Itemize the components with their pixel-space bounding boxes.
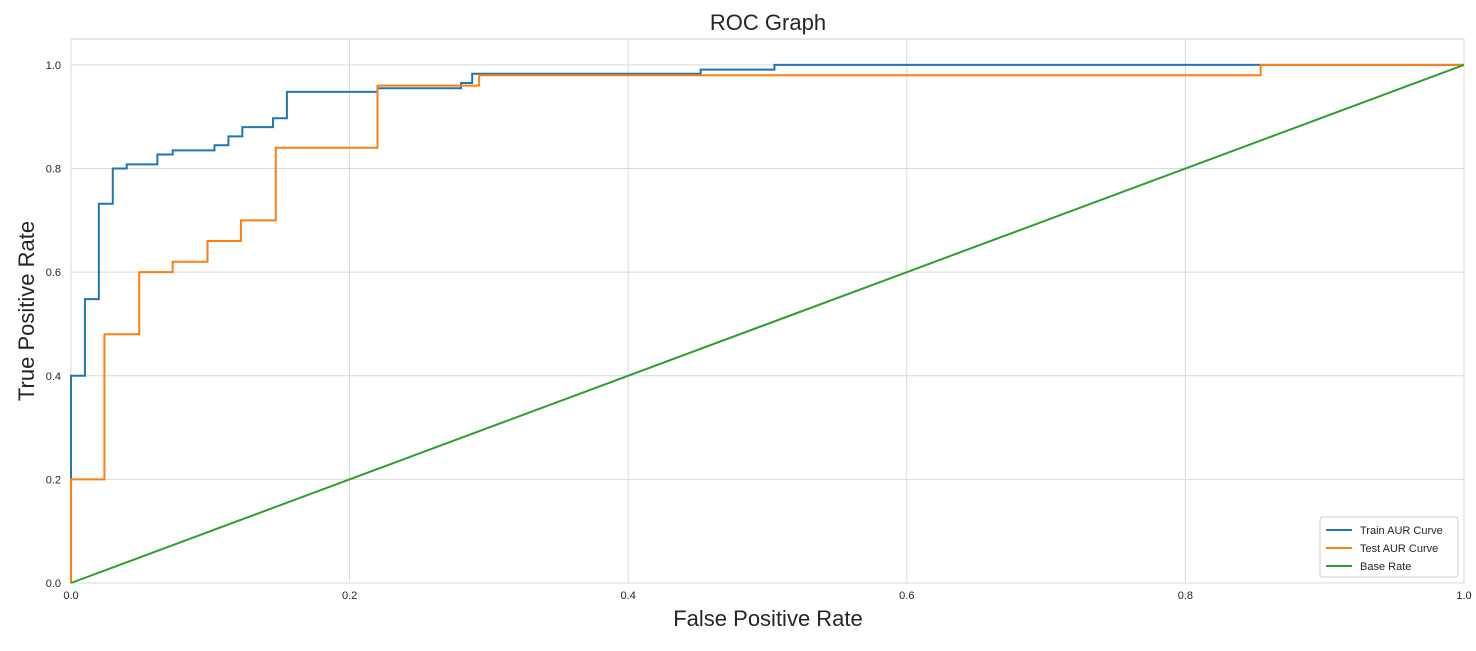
x-axis-label: False Positive Rate bbox=[673, 606, 863, 631]
x-tick-label: 0.6 bbox=[899, 590, 914, 602]
legend-box bbox=[1319, 516, 1459, 578]
series-line-base-rate bbox=[70, 63, 1465, 584]
y-tick-label: 0.2 bbox=[46, 474, 61, 486]
series-layer bbox=[70, 63, 1465, 584]
x-tick-label: 0.4 bbox=[621, 590, 636, 602]
plot-background bbox=[70, 38, 1465, 584]
series-line-test-aur-curve bbox=[70, 63, 1464, 583]
legend-label: Base Rate bbox=[1360, 561, 1411, 573]
legend: Train AUR Curve Test AUR Curve Base Rate bbox=[1319, 516, 1459, 578]
x-tick-label: 0.0 bbox=[63, 590, 78, 602]
x-tick-label: 1.0 bbox=[1456, 590, 1471, 602]
grid-layer bbox=[70, 39, 1465, 584]
y-tick-label: 0.4 bbox=[46, 371, 61, 383]
legend-label: Train AUR Curve bbox=[1360, 525, 1443, 537]
x-tick-label: 0.2 bbox=[342, 590, 357, 602]
y-tick-label: 1.0 bbox=[46, 60, 61, 72]
chart-title: ROC Graph bbox=[710, 10, 826, 35]
y-axis-label: True Positive Rate bbox=[14, 221, 39, 401]
legend-label: Test AUR Curve bbox=[1360, 543, 1438, 555]
series-line-train-aur-curve bbox=[70, 63, 1464, 583]
x-tick-label: 0.8 bbox=[1178, 590, 1193, 602]
tick-layer: 0.0 0.2 0.4 0.6 0.8 1.0 0.0 0.2 0.4 0.6 0.8 1.0 bbox=[46, 60, 1472, 602]
y-tick-label: 0.0 bbox=[46, 578, 61, 590]
y-tick-label: 0.8 bbox=[46, 164, 61, 176]
y-tick-label: 0.6 bbox=[46, 267, 61, 279]
